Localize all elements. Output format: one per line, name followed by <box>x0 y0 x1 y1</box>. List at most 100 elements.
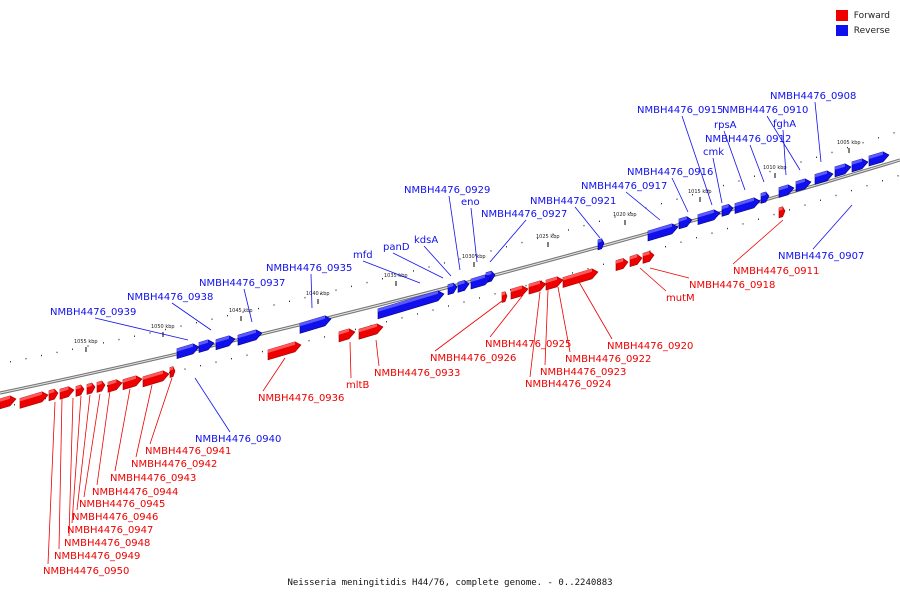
minor-tick <box>227 314 228 317</box>
gene-highlight <box>643 251 650 257</box>
forward-gene[interactable] <box>107 379 123 393</box>
gene-highlight <box>458 280 465 286</box>
gene-highlight <box>471 274 485 282</box>
minor-tick <box>893 132 895 134</box>
forward-gene[interactable] <box>562 268 599 288</box>
forward-gene-label: NMBH4476_0943 <box>110 473 196 484</box>
forward-gene[interactable] <box>629 254 643 268</box>
reverse-gene[interactable] <box>299 315 332 334</box>
legend: Forward Reverse <box>835 8 890 38</box>
forward-gene[interactable] <box>59 386 75 400</box>
forward-gene[interactable] <box>48 388 59 402</box>
forward-gene[interactable] <box>642 250 655 264</box>
forward-gene-label: NMBH4476_0948 <box>64 538 150 549</box>
forward-gene[interactable] <box>267 341 302 361</box>
forward-gene[interactable] <box>338 328 356 343</box>
reverse-gene[interactable] <box>198 339 215 353</box>
gene-highlight <box>448 283 454 288</box>
forward-leader-line <box>375 339 380 367</box>
reverse-gene[interactable] <box>795 178 812 192</box>
minor-tick <box>723 184 724 187</box>
minor-tick <box>882 180 883 182</box>
legend-reverse-label: Reverse <box>853 25 890 36</box>
reverse-gene[interactable] <box>734 197 761 214</box>
reverse-gene[interactable] <box>868 151 890 167</box>
minor-tick <box>676 198 678 200</box>
forward-gene[interactable] <box>0 395 17 410</box>
minor-tick <box>184 368 186 370</box>
reverse-gene[interactable] <box>851 158 869 173</box>
forward-gene[interactable] <box>19 391 49 409</box>
gene-body[interactable] <box>647 223 679 242</box>
gene-highlight <box>796 178 805 185</box>
reverse-gene[interactable] <box>678 216 693 230</box>
forward-leader-line <box>544 289 549 366</box>
minor-tick <box>494 293 496 295</box>
reverse-gene[interactable] <box>447 282 458 296</box>
reverse-gene[interactable] <box>834 163 852 178</box>
reverse-gene[interactable] <box>697 209 721 226</box>
gene-highlight <box>143 370 163 380</box>
reverse-gene[interactable] <box>377 290 445 320</box>
reverse-leader-line <box>812 204 853 250</box>
forward-gene[interactable] <box>615 258 629 272</box>
minor-tick <box>769 170 771 173</box>
minor-tick <box>273 304 275 306</box>
minor-tick <box>134 335 135 337</box>
forward-gene-label: NMBH4476_0923 <box>540 367 626 378</box>
forward-gene[interactable] <box>510 285 529 300</box>
reverse-leader-line <box>712 157 723 204</box>
forward-gene[interactable] <box>75 384 85 397</box>
minor-tick <box>568 229 569 231</box>
gene-body[interactable] <box>377 290 445 320</box>
tick-label: 1045 kbp <box>229 308 253 314</box>
minor-tick <box>820 199 821 201</box>
minor-tick <box>680 241 682 243</box>
reverse-gene[interactable] <box>176 343 200 360</box>
reverse-gene[interactable] <box>647 223 679 242</box>
minor-tick <box>630 211 631 214</box>
forward-gene[interactable] <box>122 375 143 391</box>
reverse-gene[interactable] <box>778 184 795 198</box>
reverse-gene[interactable] <box>237 329 263 346</box>
tick-label: 1010 kbp <box>763 165 787 171</box>
reverse-leader-line <box>749 144 765 183</box>
reverse-gene[interactable] <box>760 191 770 204</box>
reverse-gene[interactable] <box>721 203 734 217</box>
reverse-gene[interactable] <box>597 238 605 251</box>
minor-tick <box>506 246 507 248</box>
reverse-gene[interactable] <box>470 274 492 290</box>
forward-gene[interactable] <box>545 276 564 291</box>
forward-gene[interactable] <box>86 382 96 395</box>
forward-gene[interactable] <box>96 380 106 393</box>
gene-highlight <box>529 280 540 288</box>
minor-tick <box>847 146 848 149</box>
minor-tick <box>490 250 492 252</box>
gene-highlight <box>123 375 136 383</box>
reverse-gene-label: NMBH4476_0921 <box>530 196 616 207</box>
minor-tick <box>696 236 697 239</box>
minor-tick <box>897 175 899 177</box>
gene-highlight <box>378 290 438 312</box>
minor-tick <box>727 227 728 230</box>
reverse-gene[interactable] <box>814 170 834 185</box>
minor-tick <box>242 311 244 313</box>
reverse-gene-label: fghA <box>773 119 796 130</box>
forward-gene[interactable] <box>358 323 384 340</box>
forward-gene[interactable] <box>778 206 786 219</box>
gene-highlight <box>76 384 81 390</box>
minor-tick <box>459 258 461 260</box>
reverse-gene-label: mfd <box>353 250 373 261</box>
minor-tick <box>448 305 449 307</box>
minor-tick <box>41 354 42 357</box>
reverse-gene[interactable] <box>457 279 470 293</box>
tick-label: 1055 kbp <box>74 339 98 345</box>
minor-tick <box>831 151 833 154</box>
forward-gene[interactable] <box>528 280 547 295</box>
forward-gene[interactable] <box>169 366 176 378</box>
reverse-gene-label: NMBH4476_0912 <box>705 134 791 145</box>
reverse-gene-label: rpsA <box>714 120 737 131</box>
reverse-gene[interactable] <box>215 335 236 351</box>
forward-gene[interactable] <box>142 370 170 388</box>
